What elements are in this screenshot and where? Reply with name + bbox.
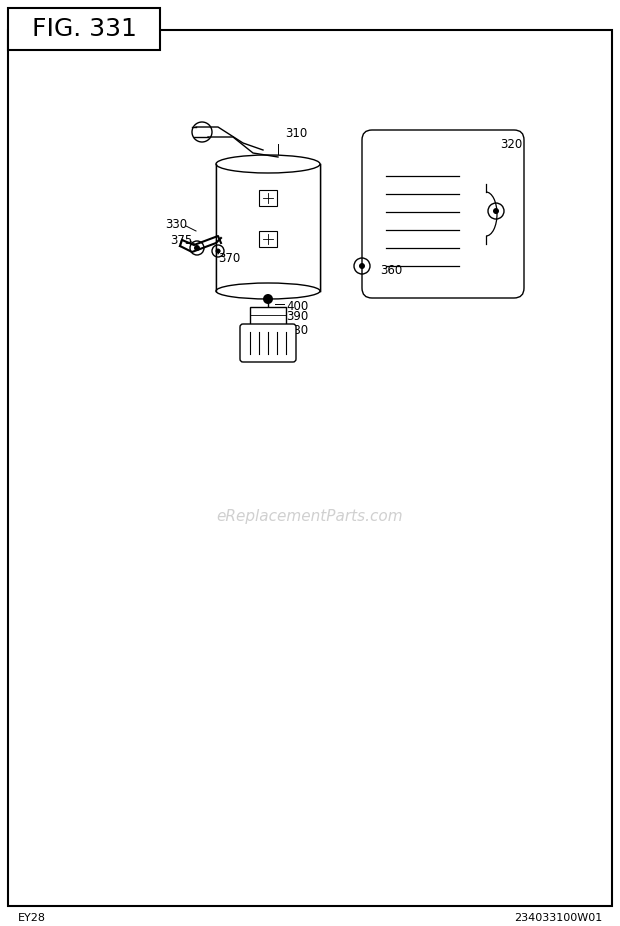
Text: EY28: EY28 xyxy=(18,913,46,923)
Text: eReplacementParts.com: eReplacementParts.com xyxy=(216,508,404,523)
Bar xyxy=(8,8,160,50)
Circle shape xyxy=(493,208,499,214)
Circle shape xyxy=(216,248,221,254)
Text: 330: 330 xyxy=(165,218,187,231)
Text: 234033100W01: 234033100W01 xyxy=(514,913,602,923)
Circle shape xyxy=(194,245,200,251)
Text: 390: 390 xyxy=(286,310,308,323)
FancyBboxPatch shape xyxy=(240,324,296,362)
Text: 375: 375 xyxy=(170,233,192,246)
Text: 370: 370 xyxy=(218,253,241,266)
Bar xyxy=(216,164,320,291)
Bar xyxy=(259,190,277,206)
Ellipse shape xyxy=(216,283,320,299)
Bar xyxy=(259,231,277,246)
FancyBboxPatch shape xyxy=(362,130,524,298)
Text: 400: 400 xyxy=(286,299,308,312)
Text: 310: 310 xyxy=(285,127,308,140)
Circle shape xyxy=(263,294,273,304)
Text: FIG. 331: FIG. 331 xyxy=(32,17,136,41)
Ellipse shape xyxy=(216,155,320,173)
Circle shape xyxy=(359,263,365,269)
Text: 360: 360 xyxy=(380,264,402,277)
Text: 320: 320 xyxy=(500,137,522,151)
Bar xyxy=(250,307,286,325)
Text: 380: 380 xyxy=(286,323,308,336)
